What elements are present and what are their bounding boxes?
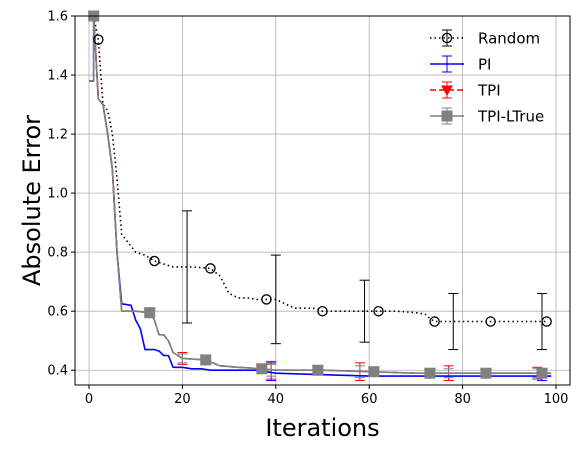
y-tick-label: 1.2 — [47, 128, 68, 143]
y-tick-label: 0.8 — [47, 246, 68, 261]
tpi-ltrue-marker — [200, 354, 212, 366]
grid — [75, 15, 570, 385]
tpi-ltrue-marker — [480, 367, 492, 379]
plot-frame — [74, 15, 571, 386]
x-tick-label: 100 — [544, 392, 569, 407]
y-tick-label: 1.4 — [47, 69, 68, 84]
random-marker — [261, 294, 272, 305]
legend-tpi-label: TPI — [477, 82, 501, 100]
series-lines — [89, 15, 552, 377]
legend-random-marker — [441, 32, 453, 44]
y-tick-label: 0.4 — [47, 364, 68, 379]
x-tick-label: 40 — [268, 392, 285, 407]
random-marker — [429, 316, 440, 327]
y-tick-label: 1.6 — [47, 10, 68, 25]
legend-random-label: Random — [478, 30, 540, 48]
legend-pi-label: PI — [478, 56, 491, 74]
tpi-ltrue-marker — [312, 364, 324, 376]
legend-tpi-ltrue-marker — [441, 110, 453, 122]
random-marker — [373, 305, 384, 317]
tpi-ltrue-marker — [144, 307, 156, 319]
series-markers — [87, 10, 552, 380]
random-marker — [149, 255, 160, 267]
errorbars — [177, 210, 547, 382]
tpi-ltrue-marker — [368, 366, 380, 378]
random-marker — [541, 316, 552, 327]
x-tick-label: 60 — [361, 392, 378, 407]
legend-tpi-marker — [441, 85, 453, 97]
tpi-ltrue-marker — [256, 363, 268, 375]
random-marker — [485, 316, 496, 327]
x-tick-label: 80 — [454, 392, 471, 407]
y-tick-label: 1.0 — [47, 187, 68, 202]
tpi-ltrue-marker — [424, 367, 436, 379]
random-marker — [317, 305, 328, 317]
tpi-ltrue-line — [89, 15, 552, 375]
legend-tpi-ltrue-label: TPI-LTrue — [477, 108, 544, 126]
x-tick-label: 20 — [174, 392, 191, 407]
random-marker — [93, 34, 104, 45]
x-axis-title: Iterations — [265, 414, 379, 442]
legend: Random PI TPI TPI-LTrue — [430, 29, 544, 126]
random-marker — [205, 263, 216, 274]
y-tick-label: 0.6 — [47, 305, 68, 320]
random-line — [92, 15, 547, 323]
tpi-ltrue-marker — [536, 367, 548, 379]
x-tick-label: 0 — [85, 392, 93, 407]
ticks: 0 20 40 60 80 100 0.4 0.6 0.8 1.0 1.2 1.4 1.6 — [47, 10, 568, 408]
y-axis-title: Absolute Error — [18, 115, 46, 286]
